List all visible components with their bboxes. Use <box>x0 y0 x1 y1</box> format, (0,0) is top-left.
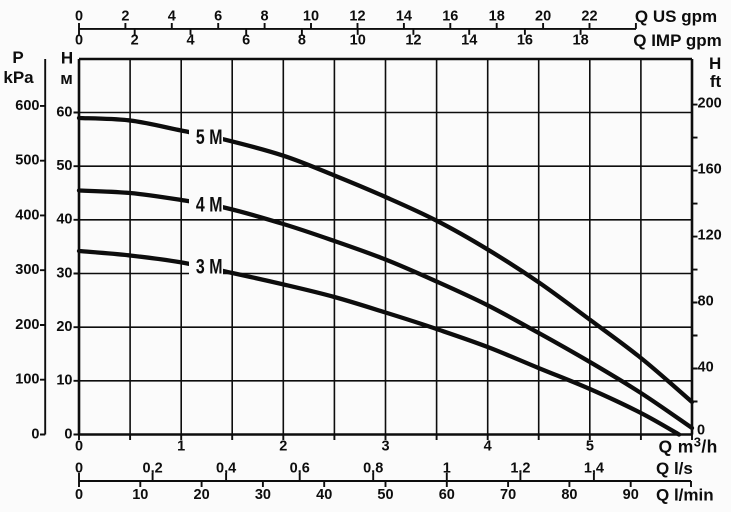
svg-text:20: 20 <box>535 9 551 25</box>
svg-text:4: 4 <box>484 439 492 455</box>
svg-text:40: 40 <box>316 487 332 503</box>
svg-text:0,2: 0,2 <box>143 460 163 476</box>
svg-text:70: 70 <box>500 487 516 503</box>
svg-text:60: 60 <box>56 104 72 120</box>
svg-text:400: 400 <box>15 207 39 223</box>
svg-text:80: 80 <box>561 487 577 503</box>
svg-text:4: 4 <box>186 33 194 49</box>
svg-text:160: 160 <box>698 162 722 178</box>
svg-text:90: 90 <box>623 487 639 503</box>
svg-text:P: P <box>12 48 23 67</box>
svg-text:60: 60 <box>439 487 455 503</box>
svg-text:18: 18 <box>489 9 505 25</box>
svg-text:50: 50 <box>377 487 393 503</box>
svg-text:40: 40 <box>56 212 72 228</box>
svg-text:5: 5 <box>586 439 594 455</box>
svg-text:0: 0 <box>64 426 72 442</box>
svg-text:80: 80 <box>698 294 714 310</box>
svg-text:0,6: 0,6 <box>290 460 310 476</box>
svg-text:22: 22 <box>581 9 597 25</box>
svg-text:0: 0 <box>75 33 83 49</box>
svg-text:5 M: 5 M <box>196 126 223 150</box>
svg-text:2: 2 <box>121 9 129 25</box>
svg-text:200: 200 <box>15 317 39 333</box>
svg-text:3: 3 <box>381 439 389 455</box>
svg-text:H: H <box>61 49 73 68</box>
svg-text:30: 30 <box>56 265 72 281</box>
svg-text:0: 0 <box>75 460 83 476</box>
svg-text:0: 0 <box>75 9 83 25</box>
svg-text:12: 12 <box>349 9 365 25</box>
svg-text:200: 200 <box>698 96 722 112</box>
svg-text:1,2: 1,2 <box>510 460 530 476</box>
svg-text:14: 14 <box>461 33 477 49</box>
svg-text:10: 10 <box>350 33 366 49</box>
svg-text:Q IMP gpm: Q IMP gpm <box>633 31 721 50</box>
svg-text:Q l/s: Q l/s <box>656 459 693 478</box>
svg-text:8: 8 <box>298 33 306 49</box>
svg-text:6: 6 <box>214 9 222 25</box>
svg-text:16: 16 <box>442 9 458 25</box>
svg-text:kPa: kPa <box>3 68 34 87</box>
svg-text:Q US gpm: Q US gpm <box>635 7 717 26</box>
svg-text:40: 40 <box>698 360 714 376</box>
svg-text:6: 6 <box>242 33 250 49</box>
svg-text:14: 14 <box>396 9 412 25</box>
svg-text:10: 10 <box>132 487 148 503</box>
svg-text:100: 100 <box>15 372 39 388</box>
svg-text:0,8: 0,8 <box>363 460 383 476</box>
svg-text:2: 2 <box>279 439 287 455</box>
svg-text:4: 4 <box>168 9 176 25</box>
svg-text:16: 16 <box>517 33 533 49</box>
svg-text:8: 8 <box>261 9 269 25</box>
svg-text:120: 120 <box>698 228 722 244</box>
svg-text:300: 300 <box>15 262 39 278</box>
svg-text:H: H <box>709 54 721 73</box>
svg-text:500: 500 <box>15 153 39 169</box>
svg-text:Q m3/h: Q m3/h <box>659 435 718 457</box>
svg-text:20: 20 <box>194 487 210 503</box>
svg-text:600: 600 <box>15 98 39 114</box>
svg-text:0: 0 <box>75 439 83 455</box>
svg-text:10: 10 <box>303 9 319 25</box>
svg-text:1: 1 <box>177 439 185 455</box>
svg-text:1,4: 1,4 <box>584 460 604 476</box>
svg-text:0: 0 <box>75 487 83 503</box>
svg-text:0,4: 0,4 <box>216 460 236 476</box>
svg-text:ft: ft <box>710 72 722 91</box>
svg-text:50: 50 <box>56 158 72 174</box>
svg-text:10: 10 <box>56 373 72 389</box>
svg-text:1: 1 <box>443 460 451 476</box>
svg-text:4 M: 4 M <box>196 193 223 217</box>
svg-text:30: 30 <box>255 487 271 503</box>
svg-text:Q l/min: Q l/min <box>656 485 714 504</box>
svg-text:0: 0 <box>697 422 705 438</box>
svg-text:2: 2 <box>131 33 139 49</box>
svg-text:3 M: 3 M <box>196 255 223 279</box>
svg-text:12: 12 <box>405 33 421 49</box>
svg-text:0: 0 <box>31 427 39 443</box>
svg-text:20: 20 <box>56 319 72 335</box>
svg-text:18: 18 <box>573 33 589 49</box>
svg-text:м: м <box>60 69 73 88</box>
